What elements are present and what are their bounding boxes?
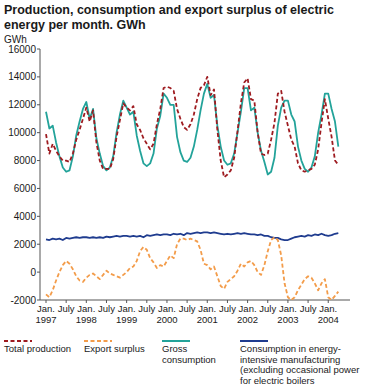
legend-label-line: Export surplus: [84, 343, 145, 354]
y-axis: [40, 49, 41, 300]
x-tick-label-line: July: [138, 303, 155, 314]
x-tick-label-line: Jan.: [239, 303, 257, 314]
title: Production, consumption and export surpl…: [4, 3, 334, 32]
title-line: energy per month. GWh: [4, 18, 146, 32]
x-tick-label: Jan.2004: [318, 303, 339, 325]
x-tick-label-line: 2001: [197, 314, 218, 325]
x-tick-label: Jan.2002: [237, 303, 258, 325]
y-tick-label: 4000: [14, 211, 37, 222]
legend-label: Grossconsumption: [162, 343, 216, 365]
series-line: [46, 84, 338, 175]
x-tick-label: July: [179, 303, 196, 314]
legend-label-line: for electric boilers: [240, 375, 315, 386]
legend-swatch: [4, 340, 32, 342]
legend-label-line: Gross: [162, 343, 188, 354]
x-tick-label-line: 1997: [35, 314, 56, 325]
x-tick-label-line: July: [98, 303, 115, 314]
x-tick-label-line: Jan.: [118, 303, 136, 314]
x-tick-label-line: 2003: [277, 314, 298, 325]
x-tick-label-line: July: [58, 303, 75, 314]
x-tick-label-line: 2000: [156, 314, 177, 325]
x-tick-label: July: [300, 303, 317, 314]
x-tick-label: Jan.1999: [116, 303, 137, 325]
legend-label: Total production: [4, 343, 71, 354]
legend-label-line: intensive manufacturing: [240, 354, 340, 365]
x-tick-label: July: [138, 303, 155, 314]
legend-label: Consumption in energy-intensive manufact…: [240, 343, 359, 386]
y-tick-label: 10000: [8, 127, 36, 138]
x-tick-label-line: Jan.: [37, 303, 55, 314]
y-tick-label: 12000: [8, 99, 36, 110]
y-tick-label: 16000: [8, 44, 36, 55]
y-tick-label: 6000: [14, 183, 37, 194]
x-tick-label: Jan.1998: [76, 303, 97, 325]
legend-label-line: consumption: [162, 354, 216, 365]
x-tick-label-line: Jan.: [198, 303, 216, 314]
y-tick-label: 14000: [8, 71, 36, 82]
x-tick-label-line: July: [179, 303, 196, 314]
x-tick-label: July: [219, 303, 236, 314]
legend-label-line: Total production: [4, 343, 71, 354]
chart-svg: Production, consumption and export surpl…: [0, 0, 367, 391]
title-line: Production, consumption and export surpl…: [4, 3, 334, 17]
x-tick-label-line: July: [300, 303, 317, 314]
x-tick-label: Jan.2000: [156, 303, 177, 325]
x-tick-label: July: [259, 303, 276, 314]
x-tick-label-line: Jan.: [77, 303, 95, 314]
series-line: [46, 237, 338, 300]
x-tick-label-line: Jan.: [279, 303, 297, 314]
chart-container: Production, consumption and export surpl…: [0, 0, 367, 391]
legend-swatch: [240, 340, 268, 342]
x-tick-label: Jan.2001: [197, 303, 218, 325]
y-tick-label: 0: [30, 267, 36, 278]
x-tick-label-line: July: [259, 303, 276, 314]
x-tick-label-line: 2002: [237, 314, 258, 325]
series-line: [46, 77, 338, 177]
plot-area: [46, 77, 338, 300]
x-tick-label: July: [98, 303, 115, 314]
x-tick-label-line: July: [219, 303, 236, 314]
legend-label-line: Consumption in energy-: [240, 343, 341, 354]
x-tick-label-line: 2004: [318, 314, 339, 325]
x-tick-label-line: 1998: [76, 314, 97, 325]
y-tick-label: 2000: [14, 239, 37, 250]
y-tick-label: -2000: [10, 295, 36, 306]
x-tick-label: July: [58, 303, 75, 314]
x-tick-label-line: Jan.: [158, 303, 176, 314]
x-tick-label-line: Jan.: [319, 303, 337, 314]
legend-swatch: [162, 340, 190, 342]
legend-label: Export surplus: [84, 343, 145, 354]
x-tick-label-line: 1999: [116, 314, 137, 325]
legend-label-line: (excluding occasional power: [240, 364, 359, 375]
x-tick-label: Jan.1997: [35, 303, 56, 325]
background: [0, 0, 367, 391]
legend-swatch: [84, 340, 112, 342]
x-tick-label: Jan.2003: [277, 303, 298, 325]
y-tick-label: 8000: [14, 155, 37, 166]
